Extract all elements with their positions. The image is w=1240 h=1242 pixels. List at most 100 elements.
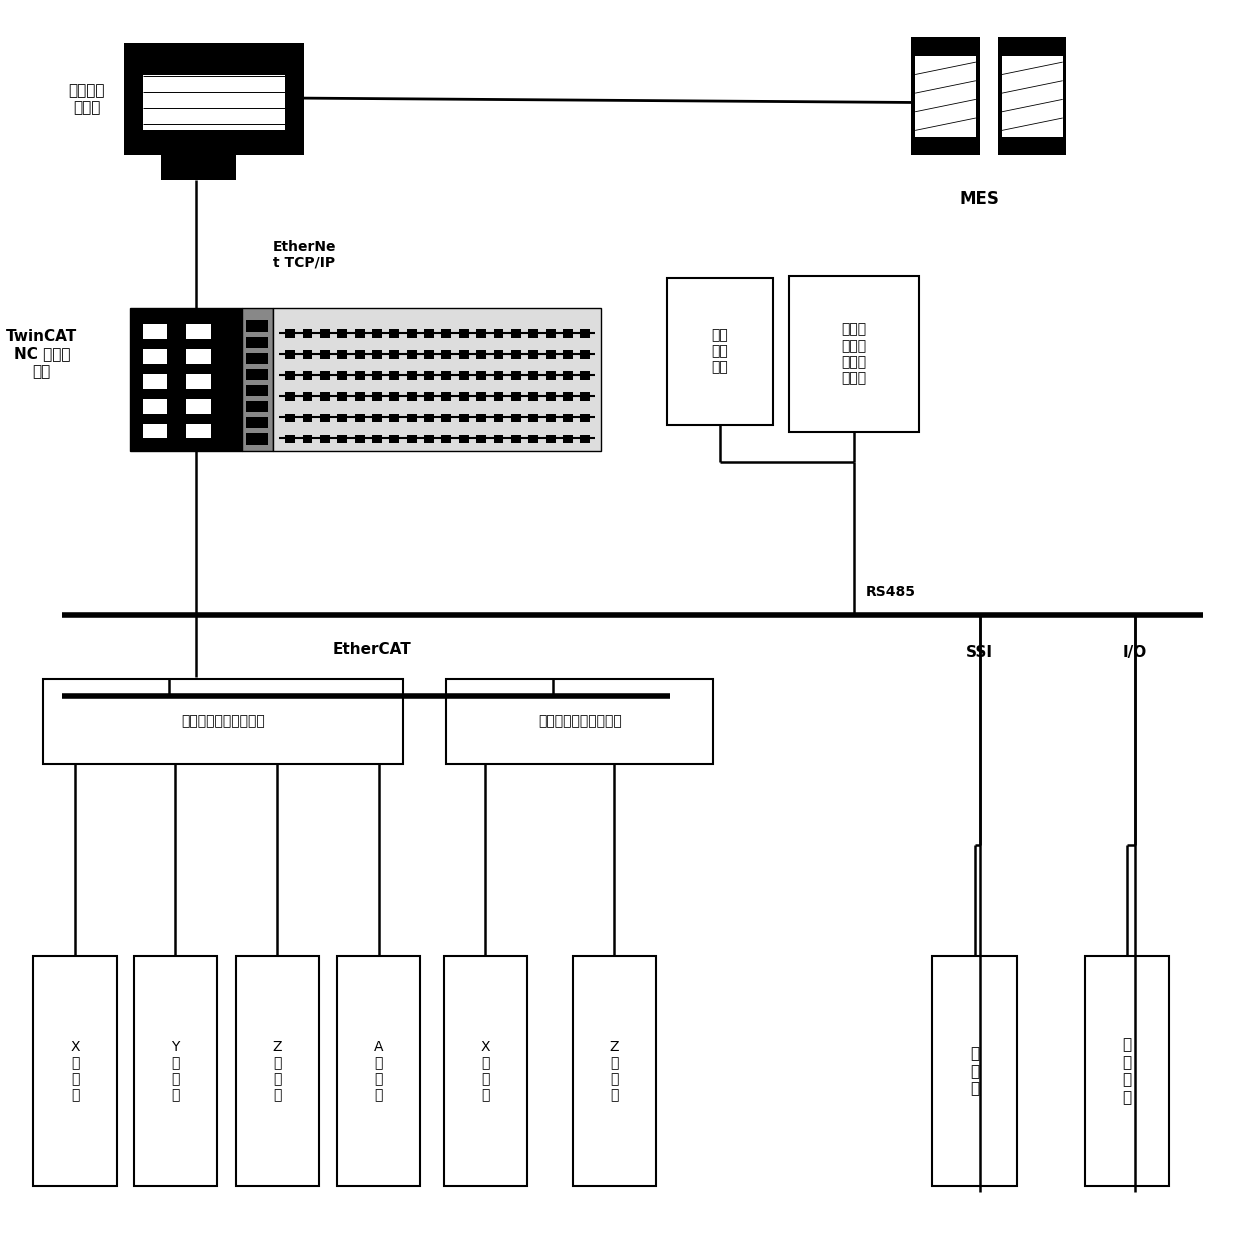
Bar xyxy=(320,392,330,401)
Bar xyxy=(246,369,268,380)
Bar xyxy=(546,371,556,380)
Bar xyxy=(511,392,521,401)
Bar xyxy=(355,329,365,338)
Bar xyxy=(337,329,347,338)
Bar xyxy=(1002,56,1063,137)
Bar xyxy=(441,350,451,359)
Bar xyxy=(355,371,365,380)
Bar xyxy=(143,75,285,130)
Bar xyxy=(285,371,295,380)
Text: 质量特
性参数
在线测
量系统: 质量特 性参数 在线测 量系统 xyxy=(841,323,867,385)
Bar xyxy=(511,350,521,359)
Bar xyxy=(337,371,347,380)
Bar xyxy=(546,392,556,401)
Bar xyxy=(320,435,330,443)
Bar xyxy=(320,414,330,422)
Bar xyxy=(246,433,268,445)
Bar xyxy=(546,414,556,422)
Bar xyxy=(511,329,521,338)
Bar xyxy=(303,392,312,401)
Bar xyxy=(580,329,590,338)
Bar xyxy=(459,329,469,338)
Bar xyxy=(372,435,382,443)
Text: X
轴
平
动: X 轴 平 动 xyxy=(71,1040,79,1103)
Bar xyxy=(511,435,521,443)
Bar xyxy=(161,155,236,180)
Bar xyxy=(494,329,503,338)
Bar xyxy=(143,324,167,339)
Bar xyxy=(143,349,167,364)
Bar xyxy=(459,350,469,359)
Bar xyxy=(355,435,365,443)
Bar xyxy=(476,371,486,380)
Bar xyxy=(355,392,365,401)
Bar xyxy=(424,435,434,443)
Bar xyxy=(320,350,330,359)
Bar xyxy=(494,392,503,401)
Bar xyxy=(43,679,403,764)
Bar xyxy=(372,350,382,359)
Bar xyxy=(915,56,976,137)
Bar xyxy=(303,371,312,380)
Bar xyxy=(528,329,538,338)
Bar xyxy=(186,374,211,389)
Bar xyxy=(303,350,312,359)
Bar xyxy=(563,435,573,443)
Bar xyxy=(143,374,167,389)
Bar xyxy=(528,392,538,401)
Text: I/O: I/O xyxy=(1122,645,1147,660)
Bar xyxy=(511,414,521,422)
Bar xyxy=(186,424,211,438)
Bar xyxy=(246,401,268,412)
Text: EtherCAT: EtherCAT xyxy=(332,642,412,657)
Bar xyxy=(563,350,573,359)
Bar xyxy=(186,349,211,364)
Bar xyxy=(573,956,656,1186)
Bar xyxy=(285,392,295,401)
Bar xyxy=(494,371,503,380)
Bar xyxy=(303,435,312,443)
Bar xyxy=(528,371,538,380)
Bar xyxy=(389,435,399,443)
Bar xyxy=(389,392,399,401)
Bar xyxy=(285,435,295,443)
Bar xyxy=(446,679,713,764)
Bar xyxy=(186,324,211,339)
Bar xyxy=(441,435,451,443)
Bar xyxy=(389,350,399,359)
Bar xyxy=(476,414,486,422)
Bar xyxy=(337,956,420,1186)
Text: 六自由度托架伺服系统: 六自由度托架伺服系统 xyxy=(181,714,265,729)
Bar xyxy=(580,414,590,422)
Bar xyxy=(186,399,211,414)
Bar xyxy=(389,414,399,422)
Bar xyxy=(372,329,382,338)
Bar xyxy=(372,371,382,380)
Bar xyxy=(580,371,590,380)
Bar xyxy=(355,350,365,359)
Bar xyxy=(33,956,117,1186)
Bar xyxy=(563,414,573,422)
Bar xyxy=(459,371,469,380)
Bar xyxy=(563,329,573,338)
Text: SSI: SSI xyxy=(966,645,993,660)
Bar xyxy=(355,414,365,422)
Bar xyxy=(337,350,347,359)
Bar xyxy=(789,276,919,432)
Bar xyxy=(407,350,417,359)
Bar xyxy=(580,350,590,359)
Text: X
轴
平
动: X 轴 平 动 xyxy=(481,1040,490,1103)
Text: Z
轴
平
动: Z 轴 平 动 xyxy=(273,1040,281,1103)
Bar xyxy=(494,435,503,443)
Bar xyxy=(441,392,451,401)
Bar xyxy=(424,392,434,401)
Bar xyxy=(407,329,417,338)
Bar xyxy=(143,424,167,438)
Bar xyxy=(134,956,217,1186)
Bar xyxy=(1085,956,1169,1186)
Bar xyxy=(337,435,347,443)
Bar xyxy=(407,435,417,443)
Bar xyxy=(246,385,268,396)
Bar xyxy=(407,392,417,401)
Bar xyxy=(476,392,486,401)
